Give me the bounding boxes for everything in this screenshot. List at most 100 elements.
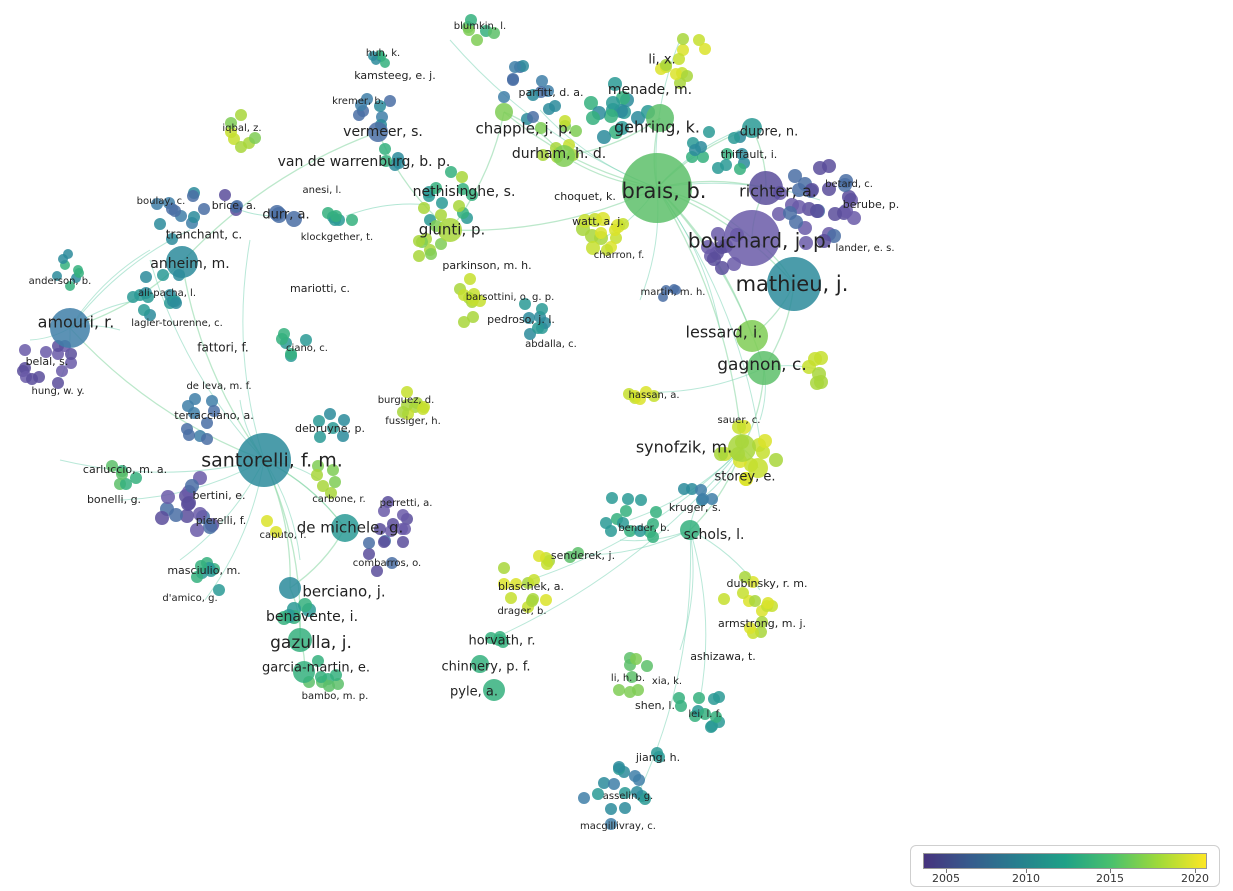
author-node[interactable] xyxy=(678,483,690,495)
author-node[interactable] xyxy=(142,291,154,303)
author-node[interactable] xyxy=(330,669,342,681)
author-node[interactable] xyxy=(739,472,753,486)
author-node[interactable] xyxy=(497,636,509,648)
author-node[interactable] xyxy=(523,312,535,324)
author-node[interactable] xyxy=(378,505,390,517)
author-node[interactable] xyxy=(332,678,344,690)
author-node[interactable] xyxy=(673,53,685,65)
author-node[interactable] xyxy=(822,182,836,196)
author-node-chapple[interactable] xyxy=(495,103,513,121)
author-node[interactable] xyxy=(188,211,200,223)
author-node[interactable] xyxy=(601,244,613,256)
author-node[interactable] xyxy=(626,671,638,683)
author-node[interactable] xyxy=(425,248,437,260)
author-node[interactable] xyxy=(772,207,786,221)
author-node[interactable] xyxy=(615,121,629,135)
author-node[interactable] xyxy=(707,252,721,266)
author-node[interactable] xyxy=(653,751,665,763)
author-node[interactable] xyxy=(697,151,709,163)
author-node[interactable] xyxy=(355,99,367,111)
author-node[interactable] xyxy=(368,51,378,61)
author-node[interactable] xyxy=(485,632,497,644)
author-node[interactable] xyxy=(329,476,341,488)
author-node[interactable] xyxy=(458,289,470,301)
author-node[interactable] xyxy=(327,464,339,476)
author-node[interactable] xyxy=(323,680,335,692)
author-node[interactable] xyxy=(699,43,711,55)
author-node[interactable] xyxy=(527,89,539,101)
author-node-schols[interactable] xyxy=(680,520,700,540)
author-node[interactable] xyxy=(543,103,555,115)
author-node-berciano[interactable] xyxy=(279,577,301,599)
author-node[interactable] xyxy=(74,268,84,278)
author-node[interactable] xyxy=(608,77,622,91)
author-node[interactable] xyxy=(52,271,62,281)
author-node[interactable] xyxy=(183,429,195,441)
author-node[interactable] xyxy=(605,818,617,830)
author-node[interactable] xyxy=(278,328,290,340)
author-node[interactable] xyxy=(191,571,203,583)
author-node-pyle[interactable] xyxy=(483,679,505,701)
author-node[interactable] xyxy=(597,130,611,144)
author-node[interactable] xyxy=(699,708,711,720)
author-node[interactable] xyxy=(399,523,411,535)
author-node[interactable] xyxy=(578,792,590,804)
author-node-lessard[interactable] xyxy=(736,320,768,352)
author-node[interactable] xyxy=(711,227,725,241)
author-node[interactable] xyxy=(457,183,469,195)
author-node-brais[interactable] xyxy=(622,153,692,223)
author-node[interactable] xyxy=(537,149,549,161)
author-node[interactable] xyxy=(219,189,231,201)
author-node[interactable] xyxy=(397,406,409,418)
author-node[interactable] xyxy=(225,126,237,138)
author-node[interactable] xyxy=(814,375,828,389)
author-node[interactable] xyxy=(596,212,610,226)
author-node[interactable] xyxy=(592,788,604,800)
author-node[interactable] xyxy=(213,584,225,596)
author-node[interactable] xyxy=(720,159,732,171)
author-node[interactable] xyxy=(792,183,806,197)
author-node[interactable] xyxy=(445,166,457,178)
author-node[interactable] xyxy=(40,346,52,358)
author-node[interactable] xyxy=(695,484,707,496)
author-node[interactable] xyxy=(161,490,175,504)
author-node-demichele[interactable] xyxy=(331,514,359,542)
author-node[interactable] xyxy=(312,655,324,667)
author-node[interactable] xyxy=(586,241,600,255)
author-node[interactable] xyxy=(423,190,435,202)
author-node[interactable] xyxy=(456,171,468,183)
author-node[interactable] xyxy=(609,224,621,236)
author-node[interactable] xyxy=(728,132,740,144)
author-node[interactable] xyxy=(65,281,75,291)
author-node[interactable] xyxy=(605,803,617,815)
author-node[interactable] xyxy=(464,273,476,285)
author-node[interactable] xyxy=(817,234,831,248)
author-node[interactable] xyxy=(681,70,693,82)
author-node[interactable] xyxy=(677,44,689,56)
author-node[interactable] xyxy=(387,518,399,530)
author-node[interactable] xyxy=(749,595,761,607)
author-node[interactable] xyxy=(157,269,169,281)
author-node[interactable] xyxy=(155,511,169,525)
author-node[interactable] xyxy=(721,148,733,160)
author-node[interactable] xyxy=(327,422,339,434)
author-node[interactable] xyxy=(130,472,142,484)
author-node[interactable] xyxy=(300,334,312,346)
author-node[interactable] xyxy=(140,271,152,283)
author-node[interactable] xyxy=(378,536,390,548)
author-node[interactable] xyxy=(235,109,247,121)
author-node[interactable] xyxy=(19,344,31,356)
author-node[interactable] xyxy=(715,261,729,275)
author-node[interactable] xyxy=(363,537,375,549)
author-node-santorelli[interactable] xyxy=(237,433,291,487)
author-node[interactable] xyxy=(56,365,68,377)
author-node-dupre[interactable] xyxy=(742,118,762,138)
author-node[interactable] xyxy=(693,34,705,46)
author-node[interactable] xyxy=(788,169,802,183)
author-node[interactable] xyxy=(463,24,475,36)
author-node[interactable] xyxy=(374,523,386,535)
author-node[interactable] xyxy=(810,204,824,218)
author-node[interactable] xyxy=(488,27,500,39)
author-node[interactable] xyxy=(706,493,718,505)
author-node[interactable] xyxy=(471,34,483,46)
